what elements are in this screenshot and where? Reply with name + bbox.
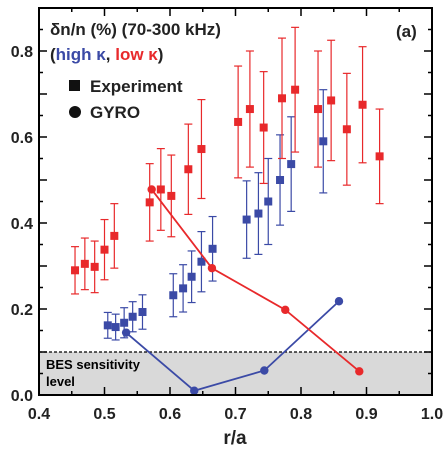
- y-tick-label: 0.4: [11, 216, 33, 233]
- data-point-square: [287, 160, 296, 169]
- axis-ticks: 0.4 0.5 0.6 0.7 0.8 0.9 1.0 0.0 0.2 0.4 0.6 0.8: [11, 7, 443, 423]
- data-point-square: [291, 85, 300, 94]
- x-axis-label: r/a: [223, 428, 247, 449]
- x-tick-label: 0.9: [355, 406, 377, 423]
- data-point-square: [100, 245, 109, 254]
- data-point-square: [358, 100, 367, 109]
- x-tick-label: 0.8: [290, 406, 312, 423]
- data-point-square: [242, 215, 251, 224]
- chart-subtitle: (high κ, low κ): [50, 45, 163, 64]
- data-point-square: [80, 259, 89, 268]
- data-point-circle: [207, 263, 217, 273]
- data-point-square: [145, 198, 154, 207]
- x-tick-label: 0.4: [28, 406, 50, 423]
- series-high-gyro: [121, 297, 344, 395]
- series-low-gyro: [147, 185, 364, 376]
- data-point-square: [187, 272, 196, 281]
- y-tick-label: 0.8: [11, 44, 33, 61]
- data-point-square: [234, 117, 243, 126]
- data-point-square: [276, 176, 285, 184]
- y-tick-label: 0.0: [11, 388, 33, 405]
- chart-marks: [71, 26, 384, 395]
- data-point-square: [110, 231, 119, 240]
- panel-label: (a): [396, 22, 417, 41]
- subtitle-low-kappa: low κ: [115, 45, 158, 64]
- data-point-square: [179, 284, 188, 293]
- data-point-circle: [334, 297, 344, 306]
- data-point-circle: [281, 305, 290, 315]
- series-low-experiment: [71, 26, 384, 295]
- legend-label-experiment: Experiment: [90, 77, 183, 96]
- data-point-square: [169, 291, 178, 300]
- x-tick-label: 0.6: [159, 406, 181, 423]
- data-point-square: [184, 165, 193, 174]
- data-point-circle: [260, 366, 269, 375]
- y-tick-label: 0.6: [11, 130, 33, 147]
- data-point-square: [156, 185, 165, 194]
- data-point-square: [197, 257, 206, 266]
- data-point-square: [314, 105, 323, 114]
- subtitle-close: ): [158, 45, 164, 64]
- data-point-square: [138, 308, 147, 317]
- subtitle-comma: ,: [106, 45, 115, 64]
- x-tick-label: 1.0: [421, 406, 443, 423]
- bes-sensitivity-label-line2: level: [46, 374, 75, 389]
- y-tick-label: 0.2: [11, 302, 33, 319]
- data-point-square: [278, 94, 287, 103]
- legend-circle-marker: [69, 106, 81, 118]
- data-point-square: [90, 262, 99, 271]
- x-tick-label: 0.7: [224, 406, 246, 423]
- data-point-square: [167, 191, 176, 200]
- data-point-square: [245, 105, 254, 114]
- data-point-square: [264, 197, 273, 206]
- chart-title: δn/n (%) (70-300 kHz): [50, 20, 221, 39]
- legend-label-gyro: GYRO: [90, 103, 140, 122]
- data-point-square: [208, 244, 217, 253]
- data-point-square: [111, 323, 120, 332]
- bes-sensitivity-label-line1: BES sensitivity: [46, 357, 141, 372]
- data-point-square: [120, 318, 129, 327]
- data-point-square: [327, 96, 336, 105]
- series-line: [125, 300, 340, 392]
- legend-square-marker: [69, 80, 80, 91]
- data-point-square: [342, 125, 351, 134]
- data-point-square: [128, 312, 137, 321]
- data-point-square: [254, 209, 263, 218]
- data-point-circle: [355, 367, 364, 376]
- data-point-square: [319, 137, 328, 146]
- data-point-circle: [190, 386, 199, 395]
- data-point-circle: [121, 328, 131, 337]
- data-point-square: [103, 321, 112, 330]
- x-tick-label: 0.5: [93, 406, 115, 423]
- data-point-square: [71, 266, 80, 275]
- subtitle-high-kappa: high κ: [56, 45, 107, 64]
- data-point-square: [375, 152, 384, 161]
- series-line: [150, 188, 360, 373]
- data-point-square: [197, 145, 206, 154]
- data-point-square: [259, 123, 268, 132]
- subtitle-open: (: [50, 45, 56, 64]
- data-point-circle: [147, 185, 156, 194]
